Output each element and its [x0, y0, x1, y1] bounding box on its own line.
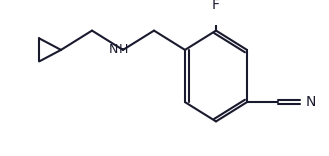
Text: N: N — [108, 43, 118, 56]
Text: H: H — [119, 43, 128, 56]
Text: N: N — [306, 95, 316, 109]
Text: F: F — [212, 0, 220, 12]
